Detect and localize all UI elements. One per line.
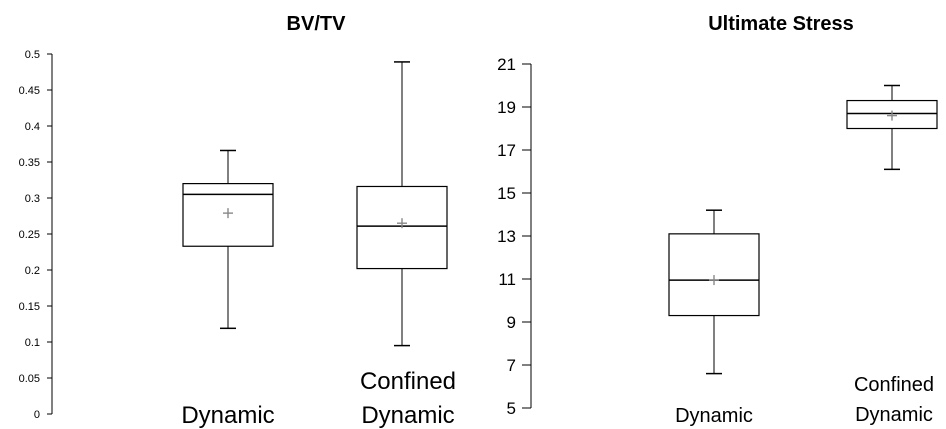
chart1-title: BV/TV [287,13,347,35]
chart1-box-dynamic [182,149,274,330]
chart1-y-tick-label-10: 0.5 [25,49,40,61]
chart1-y-tick-label-0: 0 [34,409,40,421]
chart2-box-dynamic [668,209,760,375]
chart1-plot: 0 0.05 0.1 0.15 0.2 0.25 0.3 0.35 0.4 0.45 0.5 [19,49,448,421]
chart2-title: Ultimate Stress [708,13,854,35]
chart2-y-tick-label-6: 17 [497,141,516,160]
chart2-category-label-dynamic: Dynamic [675,405,753,427]
chart2-category-label-confined-dynamic-line1: Confined [854,374,934,396]
chart1-y-tick-label-6: 0.3 [25,193,40,205]
chart1-mean-marker-dynamic [223,208,233,219]
chart1-mean-marker-confined-dynamic [397,218,407,229]
chart1-y-tick-label-3: 0.15 [19,301,40,313]
chart2-plot: 5 7 9 11 13 15 17 19 21 [497,55,938,418]
chart1-category-label-confined-dynamic-line2: Dynamic [361,402,454,429]
chart2-y-tick-label-3: 11 [498,270,516,289]
chart1-y-tick-label-9: 0.45 [19,85,40,97]
chart2-box-confined-dynamic [846,84,938,171]
chart2-iqr-box-dynamic [668,233,760,317]
chart2-y-tick-label-2: 9 [507,313,516,332]
chart1-category-label-dynamic: Dynamic [181,402,274,429]
chart2-category-label-confined-dynamic-line2: Dynamic [855,404,933,426]
chart1-box-confined-dynamic [356,61,448,347]
chart2-y-tick-label-4: 13 [497,227,516,246]
chart1-y-tick-label-1: 0.05 [19,373,40,385]
chart2-y-tick-label-8: 21 [497,55,516,74]
chart1-y-tick-label-5: 0.25 [19,229,40,241]
chart2-mean-marker-confined-dynamic [887,110,897,121]
chart1-y-tick-label-4: 0.2 [25,265,40,277]
chart1-category-label-confined-dynamic-line1: Confined [360,368,456,395]
chart1-y-tick-label-2: 0.1 [25,337,40,349]
chart2-y-tick-label-0: 5 [507,399,516,418]
chart2-y-tick-label-1: 7 [507,356,516,375]
chart2-mean-marker-dynamic [709,275,719,286]
chart1-y-tick-label-8: 0.4 [25,121,40,133]
chart2-y-tick-label-5: 15 [497,184,516,203]
chart1-y-tick-label-7: 0.35 [19,157,40,169]
chart2-y-tick-label-7: 19 [497,98,516,117]
